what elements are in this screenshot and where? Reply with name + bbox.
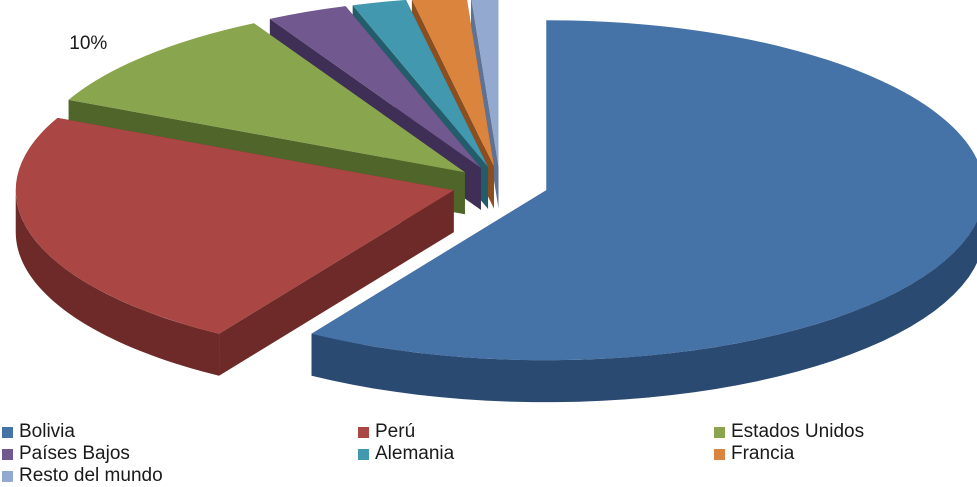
legend-item-estados-unidos: Estados Unidos [714,421,864,443]
legend-swatch-paises-bajos [2,448,13,460]
legend-swatch-peru [358,426,369,438]
legend-label-peru: Perú [375,421,416,442]
pie-slice-bolivia [311,20,977,361]
legend-label-paises-bajos: Países Bajos [19,443,130,464]
legend-item-bolivia: Bolivia [2,421,75,443]
pie-slice-alemania [352,0,489,167]
pie-slice-peru [15,117,454,334]
pie-slice-wall-peru-0 [219,190,454,376]
pie-slice-edge-peru [15,190,220,376]
legend-label-resto-del-mundo: Resto del mundo [19,465,163,486]
legend-label-francia: Francia [731,443,795,464]
pct-label-estados-unidos: 10% [69,33,107,54]
legend-item-paises-bajos: Países Bajos [2,443,130,465]
legend-swatch-bolivia [2,426,13,438]
legend-item-resto-del-mundo: Resto del mundo [2,465,163,487]
legend-label-alemania: Alemania [375,443,455,464]
chart-legend: Bolivia Perú Estados Unidos Países Bajos… [0,421,977,487]
legend-swatch-francia [714,448,725,460]
pie-slice-francia [412,0,494,167]
legend-swatch-alemania [358,448,369,460]
legend-swatch-estados-unidos [714,426,725,438]
legend-item-peru: Perú [358,421,415,443]
pie-slice-resto-del-mundo [471,0,499,167]
pie-slice-estados-unidos [68,23,465,173]
legend-label-estados-unidos: Estados Unidos [731,421,865,442]
legend-item-alemania: Alemania [358,443,454,465]
legend-item-francia: Francia [714,443,794,465]
legend-label-bolivia: Bolivia [19,421,75,442]
pie-slice-edge-bolivia [311,220,977,403]
legend-swatch-resto-del-mundo [2,470,13,482]
pie-slice-paises-bajos [269,6,481,168]
